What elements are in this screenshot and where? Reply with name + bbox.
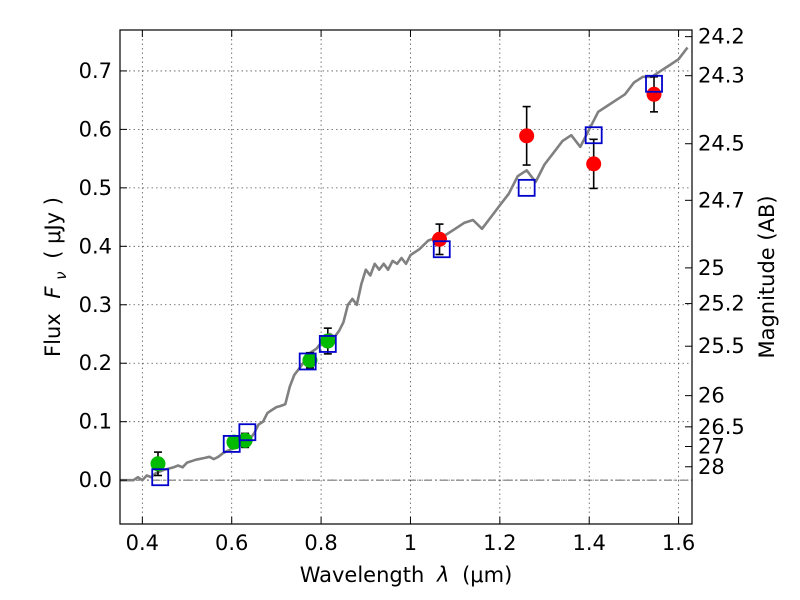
green-photometry-point	[320, 333, 336, 349]
magnitude-tick-label: 26.5	[698, 415, 745, 439]
magnitude-tick-label: 24.7	[698, 188, 745, 212]
magnitude-tick-label: 27	[698, 435, 725, 459]
magnitude-tick-label: 24.2	[698, 25, 745, 49]
magnitude-tick-label: 25	[698, 256, 725, 280]
magnitude-tick-label: 26	[698, 384, 725, 408]
y-tick-label: 0.0	[79, 468, 112, 492]
model-bandpass-square	[645, 74, 663, 93]
magnitude-tick-label: 24.5	[698, 132, 745, 156]
x-axis-title: Wavelength λ (μm)	[300, 563, 513, 587]
model-bandpass-square	[318, 335, 337, 353]
model-bandpass-square	[584, 126, 603, 145]
y-tick-label: 0.4	[79, 234, 112, 258]
model-bandpass-square	[298, 352, 317, 371]
data-layer	[120, 46, 689, 487]
y-tick-label: 0.2	[79, 351, 112, 375]
green-photometry-point	[226, 434, 242, 450]
model-sed-line	[120, 46, 689, 482]
plot-frame	[119, 29, 693, 525]
y-tick-label: 0.6	[79, 117, 112, 141]
magnitude-tick-label: 25.2	[698, 292, 745, 316]
magnitude-tick-label: 25.5	[698, 334, 745, 358]
model-bandpass-square	[517, 178, 536, 197]
y-tick-label: 0.7	[79, 59, 112, 83]
x-tick-label: 0.4	[126, 531, 159, 555]
y-axis-title: Flux F ν ( μJy )	[41, 197, 71, 357]
x-tick-label: 0.6	[215, 531, 248, 555]
green-photometry-point	[150, 456, 166, 472]
magnitude-tick-label: 24.3	[698, 64, 745, 88]
magnitude-tick-label: 28	[698, 455, 725, 479]
red-photometry-point	[432, 231, 448, 247]
model-bandpass-square	[222, 435, 241, 453]
x-tick-label: 1.4	[573, 531, 606, 555]
model-bandpass-square	[432, 240, 451, 259]
model-bandpass-square	[151, 468, 170, 487]
y-tick-label: 0.1	[79, 410, 112, 434]
red-photometry-point	[646, 86, 662, 102]
y2-axis-title: Magnitude (AB)	[755, 195, 779, 358]
y-tick-label: 0.3	[79, 293, 112, 317]
x-tick-label: 1	[404, 531, 417, 555]
model-bandpass-square	[238, 423, 257, 442]
y-tick-label: 0.5	[79, 176, 112, 200]
red-photometry-point	[519, 128, 535, 144]
x-tick-label: 1.6	[662, 531, 695, 555]
tick-layer: 0.4 0.6 0.8 1 1.2 1.4 1.6 0.0 0.1 0.2 0.3 0.4 0.5 0.6…	[79, 25, 745, 555]
x-tick-label: 1.2	[483, 531, 516, 555]
green-photometry-point	[302, 352, 318, 368]
x-tick-label: 0.8	[304, 531, 337, 555]
grid-layer	[120, 30, 692, 524]
red-photometry-point	[586, 156, 602, 172]
